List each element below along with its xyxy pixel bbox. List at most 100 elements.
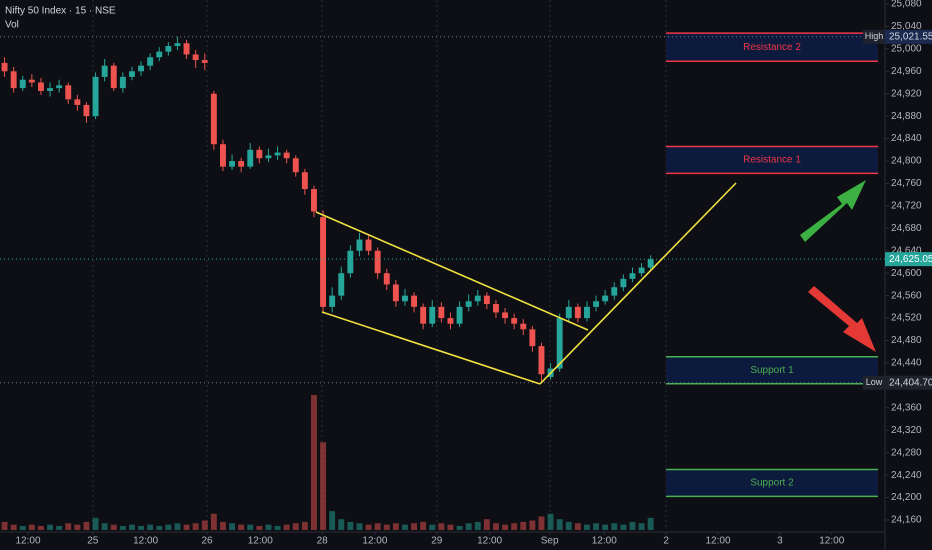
- candle-body: [620, 278, 627, 288]
- zone: [666, 469, 878, 497]
- volume-bar: [183, 524, 190, 530]
- y-tick-label: 25,000: [891, 43, 922, 54]
- tag-text: High: [865, 31, 884, 41]
- volume-bar: [37, 525, 44, 530]
- candle-body: [156, 51, 163, 58]
- y-tick-label: 25,080: [891, 0, 922, 10]
- candle-body: [429, 306, 436, 324]
- volume-bar: [383, 524, 390, 530]
- volume-bar: [329, 511, 336, 530]
- x-tick-label: 12:00: [248, 536, 273, 547]
- volume-bar: [138, 525, 145, 530]
- candle-body: [128, 71, 135, 77]
- candle-body: [374, 250, 381, 274]
- candle-body: [256, 149, 263, 159]
- zone: [666, 356, 878, 384]
- zone-label: Resistance 2: [743, 42, 801, 53]
- y-tick-label: 24,640: [891, 245, 922, 256]
- candle-body: [101, 65, 108, 77]
- volume-bar: [238, 524, 245, 530]
- price-tag-label: 25,021.55: [889, 31, 932, 42]
- candle-body: [338, 273, 345, 296]
- candle-body: [65, 85, 72, 100]
- y-tick-label: 24,680: [891, 223, 922, 234]
- y-tick-label: 24,560: [891, 290, 922, 301]
- volume-bar: [147, 524, 154, 530]
- zone: [666, 33, 878, 62]
- candle-body: [274, 152, 281, 156]
- volume-bar: [283, 524, 290, 530]
- volume-bar: [192, 523, 199, 530]
- volume-bar: [247, 524, 254, 530]
- candle-body: [19, 79, 26, 89]
- y-tick-label: 24,360: [891, 402, 922, 413]
- volume-bar: [119, 525, 126, 530]
- candle-body: [456, 306, 463, 324]
- x-tick-label: 2: [663, 536, 669, 547]
- volume-bar: [502, 524, 509, 530]
- volume-bar: [438, 523, 445, 530]
- y-tick-label: 24,800: [891, 156, 922, 167]
- x-tick-label: 3: [777, 536, 783, 547]
- candle-body: [210, 93, 217, 145]
- price-tag-label: 24,404.70: [889, 377, 932, 388]
- volume-bar: [174, 523, 181, 530]
- y-tick-label: 24,160: [891, 515, 922, 526]
- volume-bar: [292, 523, 299, 530]
- volume-bar: [365, 524, 372, 530]
- candle-body: [320, 217, 327, 307]
- y-tick-label: 24,840: [891, 133, 922, 144]
- y-tick-label: 24,920: [891, 88, 922, 99]
- tag-text: Low: [866, 377, 883, 387]
- candle-body: [183, 43, 190, 55]
- volume-bar: [156, 525, 163, 530]
- volume-bar: [301, 521, 308, 530]
- volume-bar: [584, 524, 590, 530]
- candle-body: [493, 304, 499, 313]
- volume-bar: [493, 523, 499, 530]
- x-tick-label: Sep: [541, 536, 559, 547]
- volume-bar: [210, 513, 217, 530]
- y-tick-label: 24,480: [891, 335, 922, 346]
- candle-body: [10, 71, 17, 89]
- y-tick-label: 24,320: [891, 425, 922, 436]
- candle-body: [447, 318, 454, 324]
- candle-body: [502, 312, 509, 319]
- volume-bar: [647, 517, 654, 530]
- volume-bar: [201, 520, 208, 530]
- volume-bar: [374, 523, 381, 530]
- volume-bar: [392, 523, 399, 530]
- candle-body: [602, 295, 609, 302]
- volume-bar: [1, 521, 8, 530]
- volume-bar: [28, 524, 35, 530]
- volume-bar: [110, 524, 117, 530]
- volume-bar: [593, 523, 600, 530]
- candle-body: [119, 76, 126, 89]
- volume-bar: [456, 525, 463, 530]
- candle-body: [483, 295, 490, 305]
- candle-body: [438, 306, 445, 319]
- x-tick-label: 28: [317, 536, 329, 547]
- candle-body: [37, 82, 44, 91]
- volume-bar: [420, 521, 427, 530]
- candle-body: [383, 273, 390, 285]
- down-arrow: [808, 286, 876, 352]
- candle-body: [238, 161, 245, 167]
- x-tick-label: 12:00: [705, 536, 730, 547]
- volume-bar: [529, 520, 536, 530]
- y-tick-label: 24,600: [891, 268, 922, 279]
- zone-label: Support 2: [750, 478, 794, 489]
- volume-bar: [19, 525, 26, 530]
- candle-body: [56, 85, 63, 89]
- candle-body: [556, 318, 563, 369]
- candle-body: [356, 239, 363, 251]
- volume-bar: [311, 395, 317, 530]
- x-tick-label: 12:00: [592, 536, 617, 547]
- zone-label: Resistance 1: [743, 155, 801, 166]
- y-tick-label: 24,240: [891, 470, 922, 481]
- y-tick-label: 24,280: [891, 447, 922, 458]
- volume-bar: [165, 524, 172, 530]
- zone: [666, 146, 878, 174]
- volume-label: Vol: [5, 20, 19, 31]
- volume-bar: [638, 523, 645, 530]
